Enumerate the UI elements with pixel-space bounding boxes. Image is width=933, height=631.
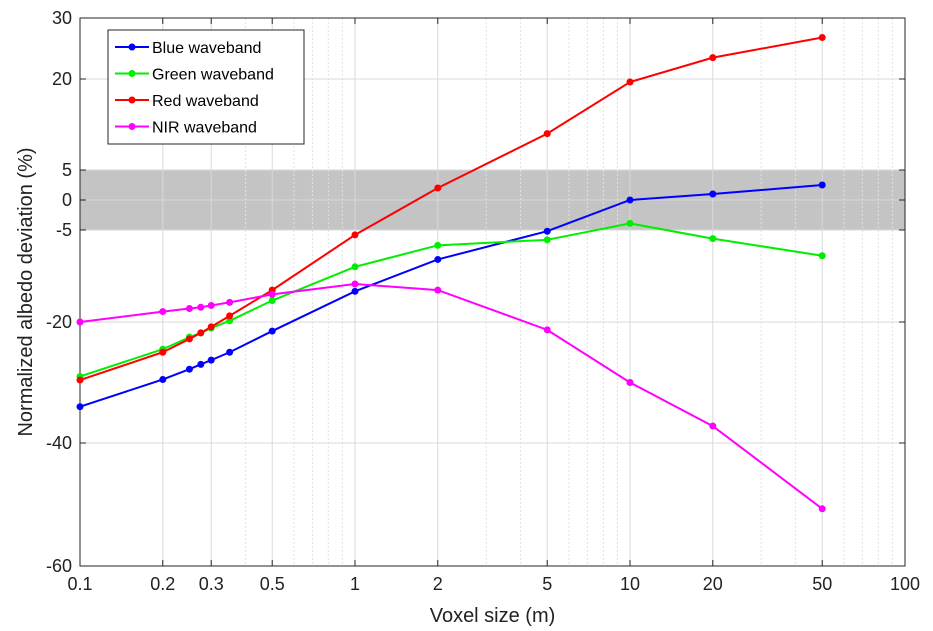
y-tick-label: 20	[52, 69, 72, 89]
green-waveband-point	[543, 236, 551, 244]
legend-red-waveband-marker	[128, 96, 136, 104]
red-waveband-point	[543, 130, 551, 138]
legend-blue-waveband-label: Blue waveband	[152, 40, 261, 57]
nir-waveband-point	[185, 305, 193, 313]
x-tick-label: 0.5	[260, 574, 285, 594]
y-tick-label: 0	[62, 190, 72, 210]
legend-nir-waveband-marker	[128, 123, 136, 130]
y-tick-label: 5	[62, 160, 72, 180]
x-tick-label: 0.3	[199, 574, 224, 594]
nir-waveband-point	[268, 290, 276, 298]
green-waveband-point	[626, 219, 634, 227]
x-tick-label: 20	[703, 574, 723, 594]
nir-waveband-point	[351, 280, 359, 288]
nir-waveband-point	[159, 308, 167, 316]
red-waveband-point	[434, 184, 442, 192]
nir-waveband-point	[543, 326, 551, 334]
red-waveband-point	[709, 54, 717, 62]
nir-waveband-line	[79, 282, 823, 510]
blue-waveband-point	[185, 365, 193, 373]
blue-waveband-point	[268, 327, 276, 335]
nir-waveband-point	[818, 505, 826, 513]
legend-green-waveband-label: Green waveband	[152, 67, 274, 84]
blue-waveband-point	[351, 287, 359, 295]
nir-waveband-point	[76, 318, 84, 326]
red-waveband-point	[76, 376, 84, 384]
nir-waveband-point	[197, 303, 205, 311]
x-tick-label: 1	[350, 574, 360, 594]
blue-waveband-point	[543, 227, 551, 235]
green-waveband-point	[351, 263, 359, 271]
red-waveband-point	[185, 335, 193, 343]
x-tick-label: 2	[433, 574, 443, 594]
y-axis-label: Normalized albedo deviation (%)	[15, 147, 37, 436]
blue-waveband-point	[226, 348, 234, 356]
green-waveband-line	[79, 222, 823, 378]
x-tick-label: 50	[812, 574, 832, 594]
red-waveband-point	[226, 312, 234, 320]
red-waveband-point	[818, 34, 826, 42]
y-tick-label: 30	[52, 8, 72, 28]
x-tick-label: 0.2	[150, 574, 175, 594]
red-waveband-point	[626, 78, 634, 86]
legend-green-waveband-marker	[128, 70, 136, 77]
legend-nir-waveband-label: NIR waveband	[152, 120, 257, 137]
green-waveband-point	[434, 241, 442, 249]
blue-waveband-point	[207, 356, 215, 364]
green-waveband-point	[709, 235, 717, 243]
plot-frame	[79, 17, 906, 567]
green-waveband-point	[268, 297, 276, 305]
red-waveband-point	[351, 231, 359, 239]
green-waveband-point	[226, 317, 234, 325]
blue-waveband-point	[626, 196, 634, 204]
y-tick-label: -5	[56, 220, 72, 240]
blue-waveband-point	[159, 375, 167, 383]
nir-waveband-point	[626, 379, 634, 386]
nir-waveband-point	[709, 422, 717, 430]
x-tick-label: 100	[890, 574, 920, 594]
legend-blue-waveband-marker	[128, 43, 136, 51]
x-axis-label: Voxel size (m)	[430, 605, 556, 627]
legend-box	[107, 29, 305, 145]
blue-waveband-point	[818, 181, 826, 189]
nir-waveband-point	[226, 298, 234, 306]
y-tick-label: -40	[46, 433, 72, 453]
nir-waveband-point	[207, 301, 215, 309]
x-tick-label: 10	[620, 574, 640, 594]
green-waveband-point	[818, 252, 826, 260]
red-waveband-point	[207, 323, 215, 331]
y-tick-label: -60	[46, 556, 72, 576]
blue-waveband-point	[76, 403, 84, 411]
x-tick-label: 5	[542, 574, 552, 594]
x-tick-label: 0.1	[67, 574, 92, 594]
blue-waveband-point	[434, 255, 442, 263]
red-waveband-point	[159, 348, 167, 356]
red-waveband-point	[197, 329, 205, 337]
blue-waveband-point	[197, 360, 205, 368]
legend-red-waveband-label: Red waveband	[152, 93, 259, 110]
nir-waveband-point	[434, 286, 442, 294]
y-tick-label: -20	[46, 312, 72, 332]
blue-waveband-point	[709, 190, 717, 198]
